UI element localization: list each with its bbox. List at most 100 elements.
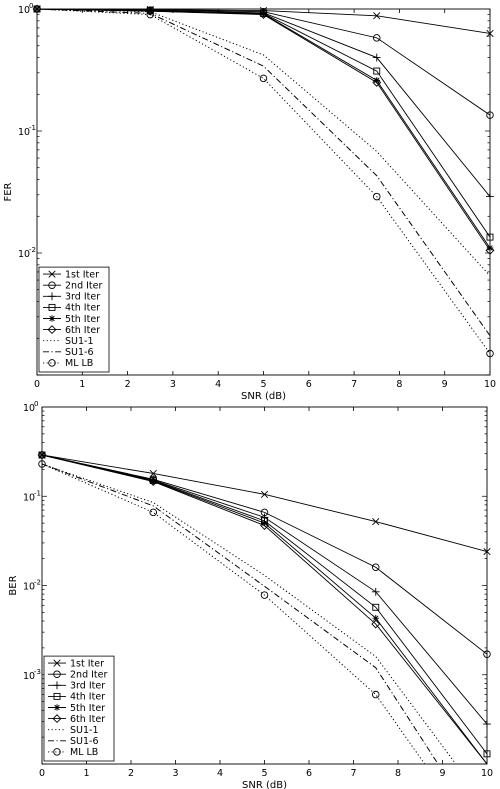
y-tick-label: 10-1 <box>18 124 36 138</box>
y-tick-base: 10 <box>18 127 30 138</box>
data-point <box>371 619 381 629</box>
data-point <box>373 67 381 75</box>
legend-marker <box>48 315 56 322</box>
y-tick-exponent: 0 <box>34 400 38 408</box>
x-tick-label: 2 <box>125 379 131 390</box>
legend-label: 6th Iter <box>65 325 100 336</box>
data-point <box>372 53 381 62</box>
y-tick-exponent: -1 <box>34 489 41 497</box>
series-line <box>37 9 490 277</box>
data-point <box>149 508 157 517</box>
x-tick-label: 1 <box>79 379 85 390</box>
y-tick-base: 10 <box>23 671 35 682</box>
series-line <box>42 463 457 764</box>
legend-marker <box>53 670 61 678</box>
x-tick-label: 5 <box>261 768 267 779</box>
legend-marker <box>48 303 56 311</box>
legend-marker <box>53 692 61 700</box>
y-tick-base: 10 <box>23 403 35 414</box>
y-tick-exponent: -3 <box>34 668 41 676</box>
legend-label: SU1-6 <box>65 347 94 358</box>
data-point <box>483 750 491 758</box>
y-axis-title: FER <box>3 182 14 201</box>
x-axis-title: SNR (dB) <box>241 391 286 402</box>
x-tick-label: 3 <box>172 768 178 779</box>
data-point <box>260 10 267 18</box>
data-point <box>372 517 380 526</box>
data-point <box>372 563 380 572</box>
x-tick-label: 4 <box>215 379 221 390</box>
data-point <box>483 650 491 658</box>
data-point <box>149 477 157 485</box>
legend-label: 1st Iter <box>70 658 104 669</box>
series-line <box>37 9 490 249</box>
series-line <box>37 9 490 336</box>
series-line <box>37 9 490 116</box>
data-point <box>146 10 154 19</box>
series-line <box>42 463 426 764</box>
data-point <box>259 74 268 83</box>
data-point <box>373 34 381 42</box>
data-point <box>145 6 155 16</box>
data-point <box>486 233 494 241</box>
y-tick-label: 10-1 <box>23 489 41 503</box>
data-point <box>485 245 495 255</box>
legend-marker <box>53 748 61 756</box>
y-tick-base: 10 <box>18 5 30 16</box>
y-tick-label: 100 <box>23 400 38 414</box>
y-tick-label: 10-3 <box>23 668 41 682</box>
series-line <box>42 454 487 655</box>
legend-marker <box>47 325 57 335</box>
legend-label: 5th Iter <box>65 314 100 325</box>
data-point <box>38 460 46 468</box>
y-tick-base: 10 <box>23 492 35 503</box>
x-tick-label: 10 <box>481 768 493 779</box>
data-point <box>373 12 381 20</box>
series-line <box>42 463 439 764</box>
data-point <box>148 477 158 487</box>
data-point <box>486 111 494 119</box>
x-tick-label: 2 <box>128 768 134 779</box>
data-point <box>373 192 381 201</box>
x-tick-label: 1 <box>83 768 89 779</box>
data-point <box>37 450 47 460</box>
data-point <box>372 603 380 611</box>
data-point <box>372 78 382 87</box>
legend-box <box>38 266 110 373</box>
legend-marker <box>53 704 61 711</box>
y-tick-label: 100 <box>18 2 33 16</box>
y-tick-label: 10-2 <box>23 579 41 593</box>
data-point <box>32 4 42 14</box>
legend-marker <box>48 359 56 367</box>
x-tick-label: 9 <box>439 768 445 779</box>
data-point <box>486 244 494 252</box>
x-axis-title: SNR (dB) <box>242 780 287 789</box>
series-line <box>37 9 490 238</box>
data-point <box>486 349 494 358</box>
x-tick-label: 8 <box>396 379 402 390</box>
data-point <box>149 469 157 478</box>
x-tick-label: 8 <box>395 768 401 779</box>
x-tick-label: 6 <box>306 768 312 779</box>
data-point <box>483 547 491 556</box>
legend-label: 1st Iter <box>65 269 99 280</box>
series-line <box>37 9 490 251</box>
x-tick-label: 3 <box>170 379 176 390</box>
legend-label: 3rd Iter <box>70 681 105 692</box>
data-point <box>261 519 268 527</box>
x-tick-label: 10 <box>484 379 496 390</box>
legend-marker <box>53 681 61 690</box>
data-point <box>259 10 268 20</box>
legend-marker <box>48 292 56 301</box>
data-point <box>373 77 381 84</box>
y-tick-label: 10-2 <box>18 246 36 260</box>
x-tick-label: 5 <box>260 379 266 390</box>
legend-label: 2nd Iter <box>70 670 107 681</box>
data-point <box>33 5 41 13</box>
legend-label: SU1-1 <box>65 336 94 347</box>
